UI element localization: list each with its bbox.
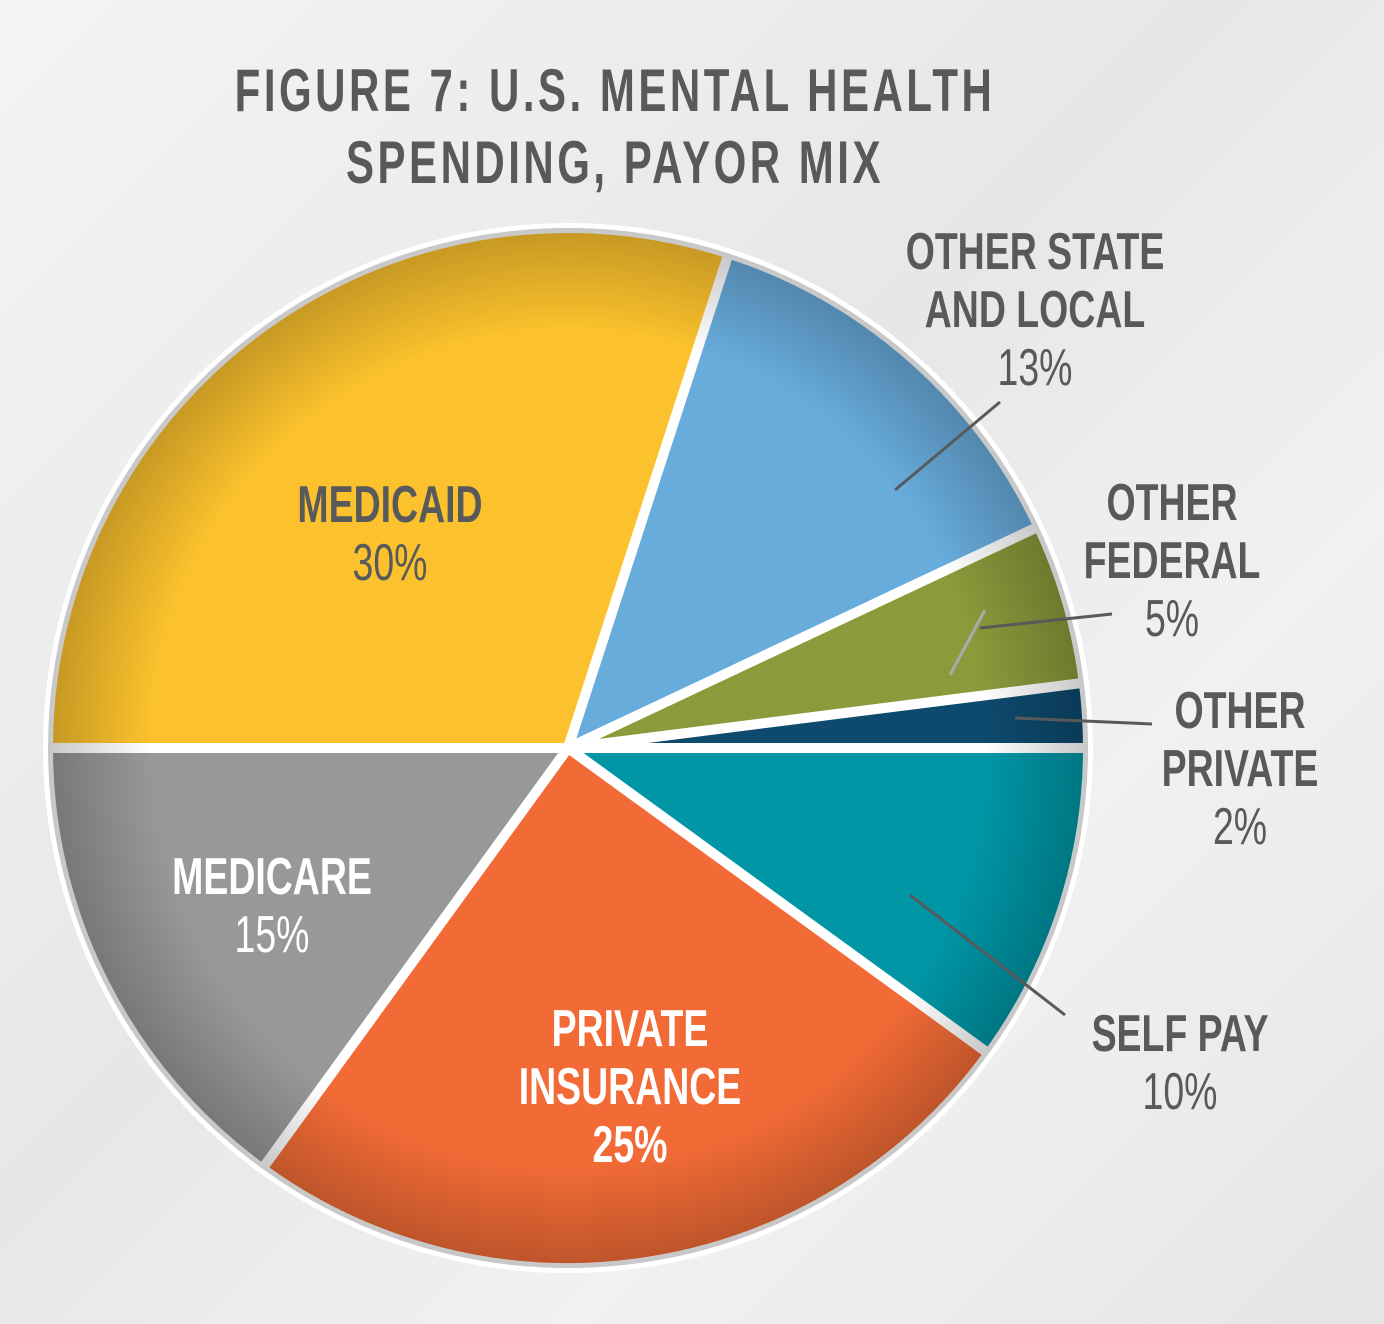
- slice-label: SELF PAY 10%: [1036, 1005, 1324, 1121]
- slice-label: OTHER STATE AND LOCAL 13%: [891, 223, 1179, 397]
- value-label: 15%: [234, 906, 310, 964]
- leader-line: [979, 612, 1113, 630]
- slice-label: MEDICAID 30%: [239, 476, 541, 592]
- chart-title: FIGURE 7: U.S. MENTAL HEALTH SPENDING, P…: [234, 57, 996, 196]
- slice-label: OTHER PRIVATE 2%: [1132, 682, 1348, 856]
- value-label: 13%: [997, 339, 1073, 397]
- slice-label: OTHER FEDERAL 5%: [1064, 474, 1280, 648]
- category-name: OTHER FEDERAL: [1083, 474, 1261, 590]
- category-name: MEDICAID: [297, 476, 483, 534]
- slice-label: MEDICARE 15%: [128, 848, 416, 964]
- slice-label: PRIVATE INSURANCE 25%: [500, 1000, 759, 1174]
- category-name: OTHER STATE AND LOCAL: [905, 223, 1165, 339]
- value-label: 5%: [1144, 590, 1200, 648]
- value-label: 25%: [592, 1116, 668, 1174]
- category-name: PRIVATE INSURANCE: [518, 1000, 742, 1116]
- value-label: 10%: [1142, 1063, 1218, 1121]
- category-name: MEDICARE: [172, 848, 372, 906]
- value-label: 30%: [352, 534, 428, 592]
- category-name: SELF PAY: [1091, 1005, 1269, 1063]
- leader-line: [948, 609, 987, 676]
- leader-line: [1014, 716, 1153, 726]
- leader-line: [909, 893, 1066, 1017]
- leader-line: [894, 400, 1001, 492]
- value-label: 2%: [1212, 798, 1268, 856]
- category-name: OTHER PRIVATE: [1161, 682, 1319, 798]
